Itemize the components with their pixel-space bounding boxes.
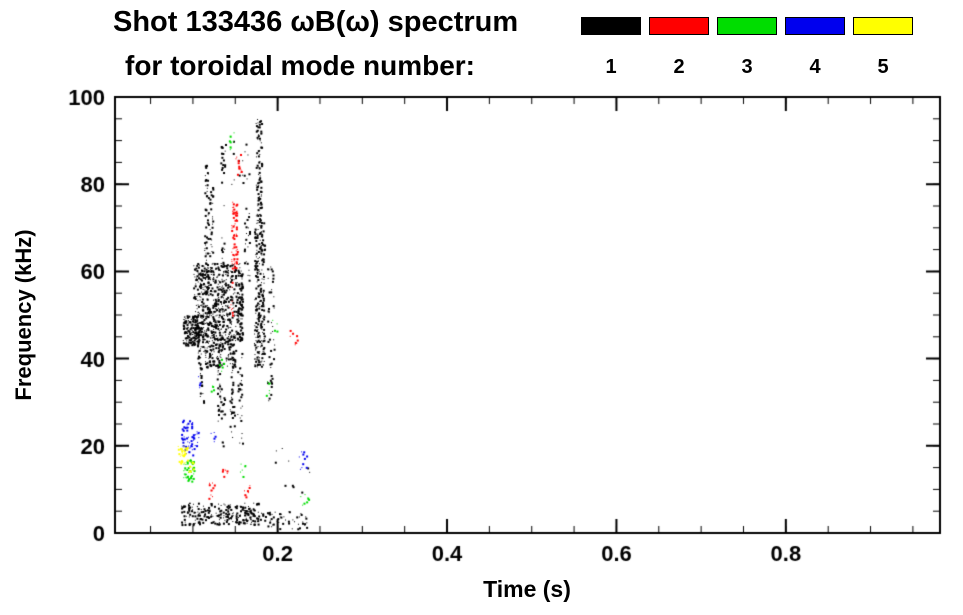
chart-title: Shot 133436 ωB(ω) spectrum [113, 6, 519, 38]
legend-label-5: 5 [877, 56, 889, 78]
legend-swatch-2 [649, 17, 709, 35]
legend-swatch-3 [717, 17, 777, 35]
x-axis-label: Time (s) [483, 576, 571, 602]
legend-label-1: 1 [605, 56, 617, 78]
legend-swatch-1 [581, 17, 641, 35]
legend-label-4: 4 [809, 56, 821, 78]
legend-swatch-4 [785, 17, 845, 35]
legend-mode-numbers: 1 2 3 4 5 [581, 56, 913, 79]
chart-subtitle: for toroidal mode number: [125, 50, 475, 81]
legend-label-3: 3 [741, 56, 753, 78]
y-axis-label: Frequency (kHz) [11, 229, 36, 401]
legend [581, 17, 913, 35]
legend-swatch-5 [853, 17, 913, 35]
legend-label-2: 2 [673, 56, 685, 78]
